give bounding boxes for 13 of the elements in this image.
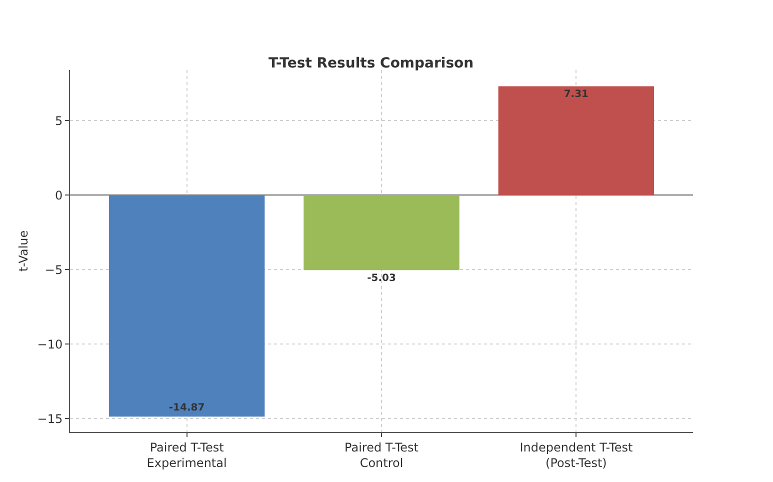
data-label: -14.87 (168, 402, 205, 414)
y-tick-label: −10 (37, 337, 63, 352)
y-tick-label: 0 (54, 188, 63, 202)
y-tick-label: 5 (54, 114, 63, 128)
y-tick-label: −5 (44, 262, 63, 277)
y-axis-title: t-Value (16, 230, 31, 272)
data-label: -5.03 (367, 273, 396, 284)
chart-title: T-Test Results Comparison (268, 55, 474, 72)
x-tick-label: Paired T-Test Experimental (146, 440, 227, 470)
y-tick-label: −15 (37, 412, 63, 426)
x-tick-label: Independent T-Test (Post-Test) (520, 440, 633, 470)
x-tick-label: Paired T-Test Control (344, 440, 419, 470)
data-label: 7.31 (564, 89, 589, 100)
